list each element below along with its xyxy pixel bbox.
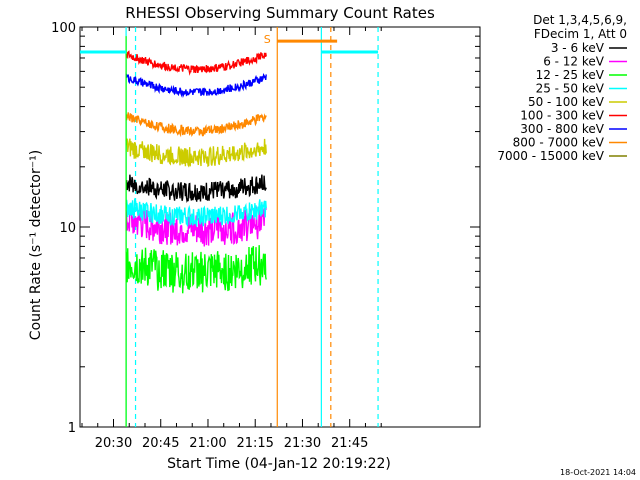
trace-50-100-kev [125, 138, 267, 168]
trace-25-50-kev [125, 197, 267, 227]
x-tick-label: 20:45 [142, 436, 179, 451]
legend-label: 6 - 12 keV [543, 55, 605, 69]
footer-timestamp: 18-Oct-2021 14:04 [560, 468, 636, 477]
x-tick-label: 21:45 [331, 436, 368, 451]
legend-header-2: FDecim 1, Att 0 [534, 27, 627, 41]
x-tick-label: 21:00 [189, 436, 226, 451]
chart-title: RHESSI Observing Summary Count Rates [125, 4, 435, 22]
legend-header-1: Det 1,3,4,5,6,9, [533, 13, 627, 27]
legend-label: 25 - 50 keV [536, 82, 605, 96]
legend-label: 50 - 100 keV [528, 95, 605, 109]
plot-frame [79, 26, 481, 428]
trace-3-6-kev [125, 174, 267, 203]
trace-300-800-kev [125, 72, 267, 99]
y-tick-label: 10 [59, 221, 76, 236]
y-tick-label: 100 [51, 21, 76, 36]
trace-100-300-kev [125, 50, 267, 76]
legend-label: 300 - 800 keV [520, 122, 604, 136]
legend-label: 7000 - 15000 keV [497, 149, 604, 163]
trace-800-7000-kev [125, 112, 267, 138]
x-tick-label: 21:15 [236, 436, 273, 451]
x-axis-label: Start Time (04-Jan-12 20:19:22) [167, 456, 391, 472]
legend-label: 3 - 6 keV [551, 41, 605, 55]
legend-label: 800 - 7000 keV [513, 136, 605, 150]
trace-12-25-kev [125, 245, 267, 294]
x-tick-label: 20:30 [95, 436, 132, 451]
x-tick-label: 21:30 [284, 436, 321, 451]
y-tick-label: 1 [68, 421, 76, 436]
y-axis-label: Count Rate (s⁻¹ detector⁻¹) [28, 150, 44, 340]
legend-label: 12 - 25 keV [536, 68, 605, 82]
legend-label: 100 - 300 keV [520, 109, 604, 123]
saa-label: S [264, 33, 271, 46]
